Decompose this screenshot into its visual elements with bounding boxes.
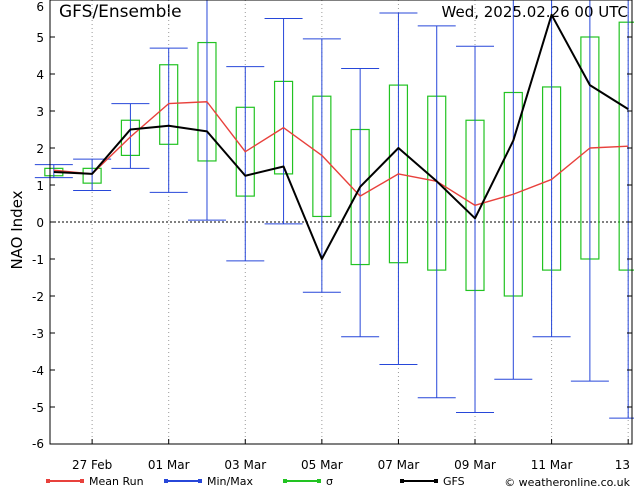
legend-label: Mean Run [89,475,144,488]
credit-label: © weatheronline.co.uk [504,476,630,489]
y-tick-label: 3 [36,105,44,119]
y-tick-label: -1 [32,253,44,267]
x-tick-label: 01 Mar [148,458,190,472]
y-tick-label: -3 [32,327,44,341]
series-line-mean-run [53,101,629,207]
chart-title: GFS/Ensemble [59,2,182,22]
x-tick-label: 13 [615,458,630,472]
legend-swatch-end [400,479,404,483]
y-axis-label: NAO Index [8,190,26,269]
y-tick-label: -4 [32,364,44,378]
series-line-gfs [53,13,629,260]
run-date-label: Wed, 2025.02.26 00 UTC [442,3,628,21]
grid [50,0,632,444]
legend-label: σ [326,475,333,488]
legend-swatch-end [164,479,168,483]
y-tick-label: -2 [32,290,44,304]
y-tick-label: 0 [36,216,44,230]
sigma-boxes [44,21,634,297]
y-tick-label: 2 [36,142,44,156]
y-tick-label: 5 [36,31,44,45]
x-tick-label: 05 Mar [301,458,343,472]
legend-label: GFS [443,475,465,488]
x-tick-label: 27 Feb [72,458,112,472]
y-tick-label: 6 [36,0,44,14]
legend-swatch-end [283,479,287,483]
x-tick-label: 09 Mar [454,458,496,472]
legend-swatch-end [198,479,202,483]
y-tick-label: -6 [32,437,44,451]
legend-swatch-end [434,479,438,483]
axes: -6 -5 -4 -3 -2 -1 0 1 2 3 4 5 6 27 Feb 01 Mar 03 Mar 05 … [32,0,633,472]
minmax-bars [34,0,634,419]
series-lines [53,13,629,260]
y-tick-label: -5 [32,401,44,415]
legend-label: Min/Max [207,475,253,488]
y-tick-label: 4 [36,68,44,82]
legend-swatch-end [80,479,84,483]
legend-swatch-end [317,479,321,483]
x-tick-label: 07 Mar [378,458,420,472]
legend-swatch-end [46,479,50,483]
y-tick-label: 1 [36,179,44,193]
x-tick-label: 11 Mar [531,458,573,472]
x-tick-label: 03 Mar [224,458,266,472]
legend: Mean Run Min/Max σ GFS [46,475,465,488]
